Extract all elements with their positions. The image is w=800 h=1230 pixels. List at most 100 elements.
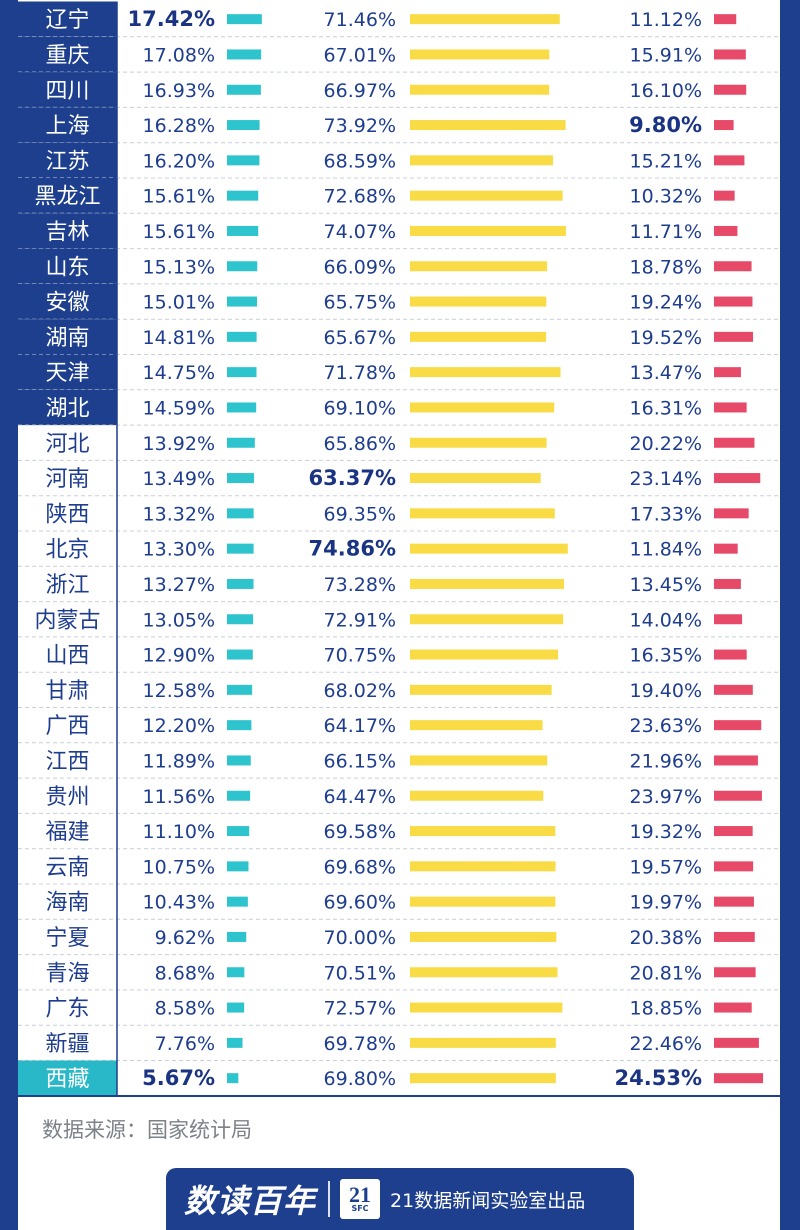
- value-label: 65.75%: [324, 292, 396, 314]
- value-label: 11.12%: [630, 9, 702, 31]
- value-label: 71.78%: [324, 362, 396, 384]
- logo-number: 21: [349, 1182, 372, 1207]
- region-label: 浙江: [45, 573, 89, 598]
- region-label: 重庆: [45, 43, 89, 68]
- region-label: 江苏: [45, 149, 89, 174]
- region-cell-bg: [18, 248, 117, 284]
- value-label: 13.27%: [143, 574, 215, 596]
- value-bar: [714, 614, 743, 625]
- value-label: 69.10%: [324, 397, 396, 419]
- value-bar: [714, 49, 746, 60]
- value-bar: [410, 614, 564, 625]
- value-bar: [714, 578, 741, 589]
- value-bar: [410, 331, 547, 342]
- value-bar: [714, 720, 762, 731]
- region-label: 吉林: [45, 220, 89, 245]
- value-bar: [410, 790, 544, 801]
- value-bar: [227, 84, 261, 95]
- region-label: 黑龙江: [34, 185, 100, 210]
- region-cell-bg: [18, 283, 117, 320]
- value-bar: [227, 861, 249, 872]
- value-label: 69.78%: [324, 1033, 396, 1055]
- region-label: 河南: [45, 467, 89, 492]
- value-label: 14.75%: [143, 362, 215, 384]
- region-label: 新疆: [45, 1032, 89, 1057]
- value-label: 72.91%: [324, 609, 396, 631]
- value-label: 64.47%: [324, 786, 396, 808]
- region-label: 山西: [45, 644, 89, 669]
- value-label: 5.67%: [142, 1066, 215, 1090]
- value-bar: [714, 861, 754, 872]
- value-label: 74.86%: [309, 537, 396, 561]
- region-label: 湖南: [45, 326, 89, 351]
- value-bar: [714, 649, 747, 660]
- value-bar: [410, 1037, 556, 1048]
- value-label: 69.35%: [324, 503, 396, 525]
- value-label: 20.38%: [630, 927, 702, 949]
- region-label: 安徽: [45, 291, 89, 316]
- value-label: 17.33%: [630, 503, 702, 525]
- value-bar: [714, 684, 753, 695]
- brand-divider: [328, 1181, 331, 1217]
- value-label: 15.91%: [630, 44, 702, 66]
- value-bar: [410, 296, 547, 307]
- region-label: 广西: [45, 714, 89, 739]
- region-cell-bg: [18, 36, 117, 73]
- value-bar: [227, 1073, 239, 1084]
- value-label: 20.22%: [630, 433, 702, 455]
- region-label: 江西: [45, 749, 89, 774]
- region-cell-bg: [18, 142, 117, 178]
- value-label: 8.58%: [155, 998, 215, 1020]
- value-bar: [227, 49, 262, 60]
- value-bar: [410, 120, 566, 131]
- value-bar: [227, 155, 260, 166]
- value-bar: [410, 1002, 563, 1013]
- region-label: 陕西: [45, 502, 89, 527]
- value-label: 13.92%: [143, 433, 215, 455]
- region-cell-bg: [18, 389, 117, 426]
- value-label: 16.20%: [143, 150, 215, 172]
- value-label: 12.20%: [143, 715, 215, 737]
- region-label: 青海: [45, 961, 89, 986]
- value-bar: [227, 473, 254, 484]
- value-bar: [714, 1002, 752, 1013]
- value-label: 14.04%: [630, 609, 702, 631]
- value-label: 17.42%: [128, 7, 215, 31]
- value-bar: [714, 1073, 764, 1084]
- value-label: 22.46%: [630, 1033, 702, 1055]
- value-bar: [410, 967, 558, 978]
- value-bar: [714, 931, 755, 942]
- value-label: 14.81%: [143, 327, 215, 349]
- value-bar: [227, 331, 257, 342]
- value-label: 67.01%: [324, 44, 396, 66]
- value-label: 23.97%: [630, 786, 702, 808]
- value-bar: [227, 402, 257, 413]
- value-bar: [714, 331, 754, 342]
- value-bar: [410, 49, 550, 60]
- value-label: 11.71%: [630, 221, 702, 243]
- value-label: 21.96%: [630, 750, 702, 772]
- region-label: 四川: [45, 79, 89, 104]
- value-bar: [227, 120, 260, 131]
- value-label: 15.21%: [630, 150, 702, 172]
- region-cell-bg: [18, 213, 117, 249]
- value-label: 9.62%: [155, 927, 215, 949]
- value-bar: [227, 543, 254, 554]
- value-bar: [714, 155, 745, 166]
- region-label: 福建: [45, 820, 89, 845]
- value-label: 69.60%: [324, 892, 396, 914]
- value-label: 16.35%: [630, 645, 702, 667]
- value-bar: [227, 649, 253, 660]
- value-label: 70.00%: [324, 927, 396, 949]
- value-label: 19.32%: [630, 821, 702, 843]
- region-label: 甘肃: [45, 679, 89, 704]
- value-label: 68.59%: [324, 150, 396, 172]
- value-bar: [227, 14, 262, 25]
- value-label: 72.68%: [324, 186, 396, 208]
- value-bar: [714, 1037, 759, 1048]
- value-label: 13.45%: [630, 574, 702, 596]
- region-label: 海南: [45, 891, 89, 916]
- value-label: 65.67%: [324, 327, 396, 349]
- value-bar: [227, 931, 247, 942]
- data-source-note: 数据来源：国家统计局: [42, 1118, 252, 1142]
